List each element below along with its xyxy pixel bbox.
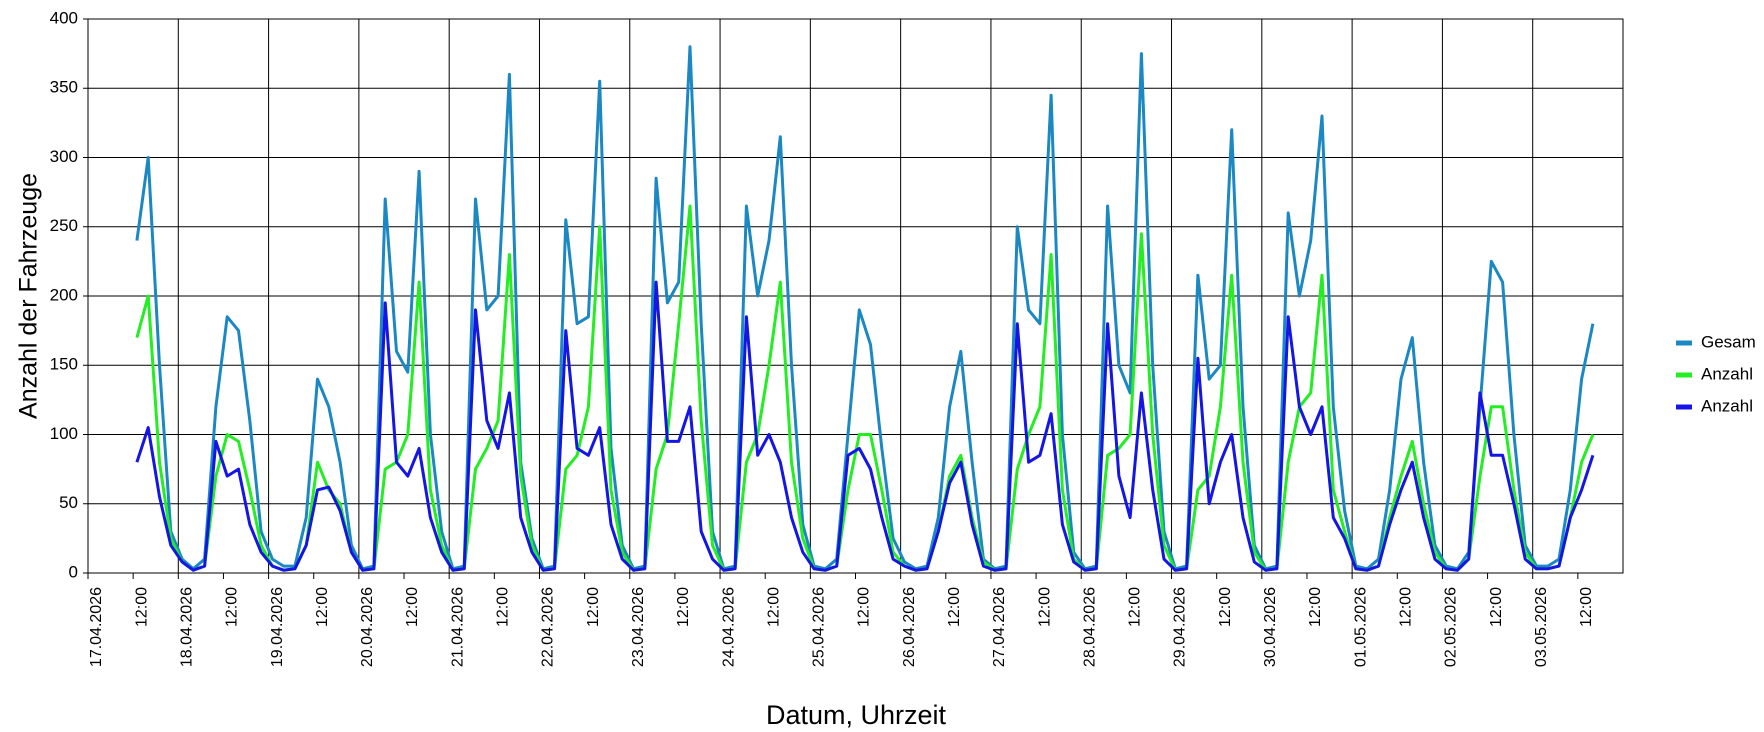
- legend-label: Gesam: [1701, 332, 1756, 351]
- y-tick-label: 100: [50, 424, 78, 443]
- x-tick-label: 12:00: [946, 587, 963, 627]
- y-tick-label: 0: [69, 562, 78, 581]
- x-tick-label: 12:00: [856, 587, 873, 627]
- x-tick-label: 12:00: [1127, 587, 1144, 627]
- series-line: [135, 45, 1595, 571]
- x-tick-label: 12:00: [675, 587, 692, 627]
- legend-label: Anzahl: [1701, 364, 1753, 383]
- x-axis-label: Datum, Uhrzeit: [766, 700, 947, 730]
- x-tick-label: 01.05.2026: [1352, 587, 1369, 667]
- y-tick-label: 350: [50, 78, 78, 97]
- x-tick-label: 29.04.2026: [1172, 587, 1189, 667]
- x-tick-label: 12:00: [133, 587, 150, 627]
- x-tick-label: 23.04.2026: [630, 587, 647, 667]
- x-tick-label: 24.04.2026: [720, 587, 737, 667]
- y-tick-label: 400: [50, 8, 78, 27]
- y-tick-label: 50: [59, 493, 78, 512]
- x-tick-label: 19.04.2026: [269, 587, 286, 667]
- x-tick-label: 12:00: [1307, 587, 1324, 627]
- x-tick-label: 03.05.2026: [1533, 587, 1550, 667]
- x-tick-label: 26.04.2026: [901, 587, 918, 667]
- x-tick-label: 20.04.2026: [359, 587, 376, 667]
- x-tick-label: 17.04.2026: [88, 587, 105, 667]
- y-axis-label: Anzahl der Fahrzeuge: [15, 173, 43, 419]
- x-tick-label: 27.04.2026: [991, 587, 1008, 667]
- x-tick-label: 12:00: [1488, 587, 1505, 627]
- x-tick-label: 12:00: [1036, 587, 1053, 627]
- series-line: [135, 280, 1595, 572]
- x-tick-label: 12:00: [495, 587, 512, 627]
- x-tick-label: 12:00: [224, 587, 241, 627]
- x-tick-label: 18.04.2026: [179, 587, 196, 667]
- x-tick-label: 25.04.2026: [811, 587, 828, 667]
- x-tick-label: 22.04.2026: [540, 587, 557, 667]
- y-tick-label: 300: [50, 147, 78, 166]
- x-tick-label: 30.04.2026: [1262, 587, 1279, 667]
- legend-label: Anzahl: [1701, 396, 1753, 415]
- x-tick-label: 21.04.2026: [449, 587, 466, 667]
- x-tick-label: 02.05.2026: [1443, 587, 1460, 667]
- x-tick-label: 12:00: [1397, 587, 1414, 627]
- x-tick-label: 28.04.2026: [1081, 587, 1098, 667]
- x-tick-label: 12:00: [314, 587, 331, 627]
- y-tick-label: 200: [50, 285, 78, 304]
- x-tick-label: 12:00: [1217, 587, 1234, 627]
- y-tick-label: 250: [50, 216, 78, 235]
- x-tick-label: 12:00: [585, 587, 602, 627]
- y-tick-label: 150: [50, 355, 78, 374]
- x-tick-label: 12:00: [404, 587, 421, 627]
- x-tick-label: 12:00: [1578, 587, 1595, 627]
- x-tick-label: 12:00: [765, 587, 782, 627]
